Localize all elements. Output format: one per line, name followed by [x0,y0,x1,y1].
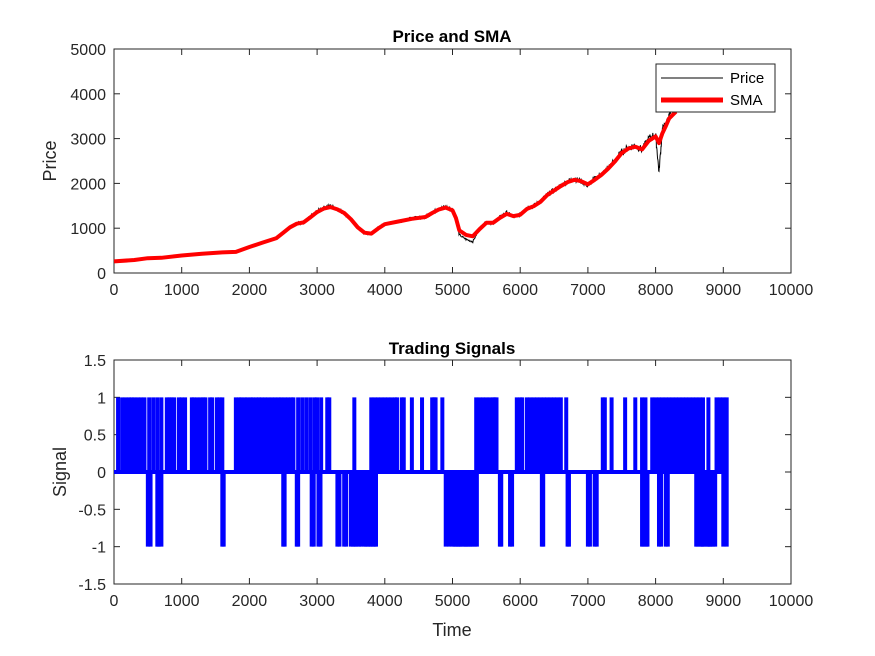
price-ytick-label: 4000 [70,87,106,104]
price-chart-title: Price and SMA [392,27,511,46]
legend-box [655,63,776,113]
signal-xtick-label: 7000 [570,593,606,610]
price-plot-area [113,103,678,264]
signal-ytick-label: 1 [97,390,106,407]
signal-xtick-label: 1000 [164,593,200,610]
price-xtick-label: 3000 [299,282,335,299]
price-xtick-label: 8000 [638,282,674,299]
price-ytick-label: 1000 [70,221,106,238]
price-ytick-label: 5000 [70,42,106,59]
price-sma-axes: Price and SMA Price 0 1000 2000 3000 4000 500… [40,27,813,299]
signal-xtick-label: 6000 [502,593,538,610]
price-xtick-label: 4000 [367,282,403,299]
price-xtick-label: 0 [110,282,119,299]
signal-xtick-label: 10000 [769,593,814,610]
signal-ytick-label: 0.5 [84,428,106,445]
signal-ytick-label: -1.5 [78,577,106,594]
signal-plot-area [114,397,729,547]
legend: Price SMA [655,63,776,113]
price-ytick-label: 0 [97,266,106,283]
legend-price-label: Price [730,70,764,87]
signal-xtick-label: 9000 [706,593,742,610]
signal-xtick-label: 2000 [232,593,268,610]
signal-ytick-label: -0.5 [78,502,106,519]
price-xtick-label: 2000 [232,282,268,299]
legend-sma-label: SMA [730,92,763,109]
price-y-axis-label: Price [40,140,60,181]
price-xtick-label: 9000 [706,282,742,299]
signal-axes: Trading Signals Signal Time 0 1000 2000 300… [50,339,813,640]
signal-xtick-label: 5000 [435,593,471,610]
price-ytick-label: 3000 [70,132,106,149]
signal-ytick-label: 1.5 [84,353,106,370]
price-xtick-label: 7000 [570,282,606,299]
signal-ytick-label: 0 [97,465,106,482]
price-xtick-label: 5000 [435,282,471,299]
price-xtick-label: 1000 [164,282,200,299]
signal-xtick-label: 0 [110,593,119,610]
sma-series-line [113,110,678,264]
signal-xtick-label: 4000 [367,593,403,610]
signal-xtick-label: 8000 [638,593,674,610]
price-xtick-label: 6000 [502,282,538,299]
price-xtick-label: 10000 [769,282,814,299]
signal-axis-ticks: 0 1000 2000 3000 4000 5000 6000 7000 8000 9000 100… [78,353,813,610]
signal-x-axis-label: Time [432,620,471,640]
price-axis-ticks: 0 1000 2000 3000 4000 5000 6000 7000 8000 9000 100… [70,42,813,299]
signal-ytick-label: -1 [92,540,106,557]
price-ytick-label: 2000 [70,176,106,193]
signal-y-axis-label: Signal [50,447,70,497]
signal-chart-title: Trading Signals [389,339,516,358]
signal-xtick-label: 3000 [299,593,335,610]
